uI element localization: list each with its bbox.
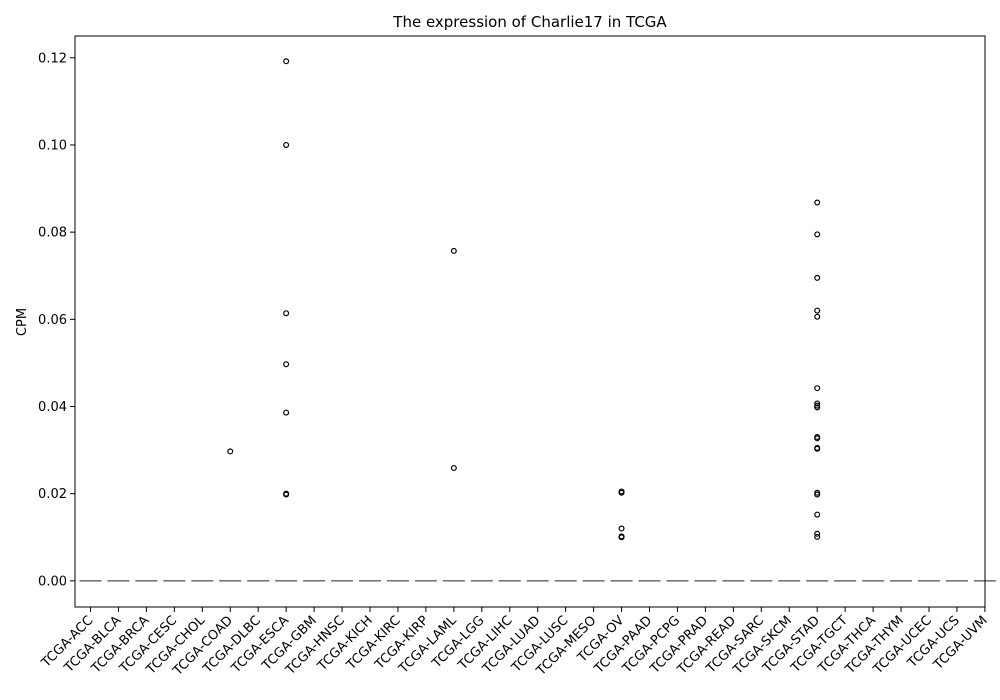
outlier-point	[814, 307, 821, 314]
y-tick-label: 0.08	[38, 226, 67, 241]
outlier-point	[227, 448, 234, 455]
y-tick-label: 0.04	[38, 400, 67, 415]
plot-area: 0.000.020.040.060.080.100.12TCGA-ACCTCGA…	[38, 51, 996, 679]
outlier-point	[814, 274, 821, 281]
y-tick-label: 0.12	[38, 51, 67, 66]
y-tick-label: 0.10	[38, 138, 67, 153]
plot-frame	[74, 35, 986, 608]
y-tick-label: 0.00	[38, 574, 67, 589]
outlier-point	[283, 58, 290, 65]
outlier-point	[814, 511, 821, 518]
outlier-point	[814, 231, 821, 238]
outlier-point	[450, 247, 457, 254]
outlier-point	[814, 199, 821, 206]
outlier-point	[283, 361, 290, 368]
outlier-point	[618, 489, 625, 496]
y-axis-label: CPM	[15, 308, 30, 336]
outlier-point	[283, 491, 290, 498]
outlier-point	[450, 464, 457, 471]
chart-title: The expression of Charlie17 in TCGA	[392, 13, 667, 31]
outlier-point	[814, 491, 821, 498]
y-tick-label: 0.02	[38, 487, 67, 502]
outlier-point	[814, 445, 821, 452]
outlier-point	[814, 404, 821, 411]
y-tick-label: 0.06	[38, 313, 67, 328]
outlier-point	[814, 400, 821, 407]
outlier-point	[814, 530, 821, 537]
outlier-point	[814, 435, 821, 442]
outlier-point	[618, 534, 625, 541]
outlier-point	[283, 141, 290, 148]
outlier-point	[283, 310, 290, 317]
outlier-point	[814, 533, 821, 540]
outlier-point	[814, 385, 821, 392]
outlier-point	[283, 409, 290, 416]
outlier-point	[814, 313, 821, 320]
outlier-point	[618, 525, 625, 532]
